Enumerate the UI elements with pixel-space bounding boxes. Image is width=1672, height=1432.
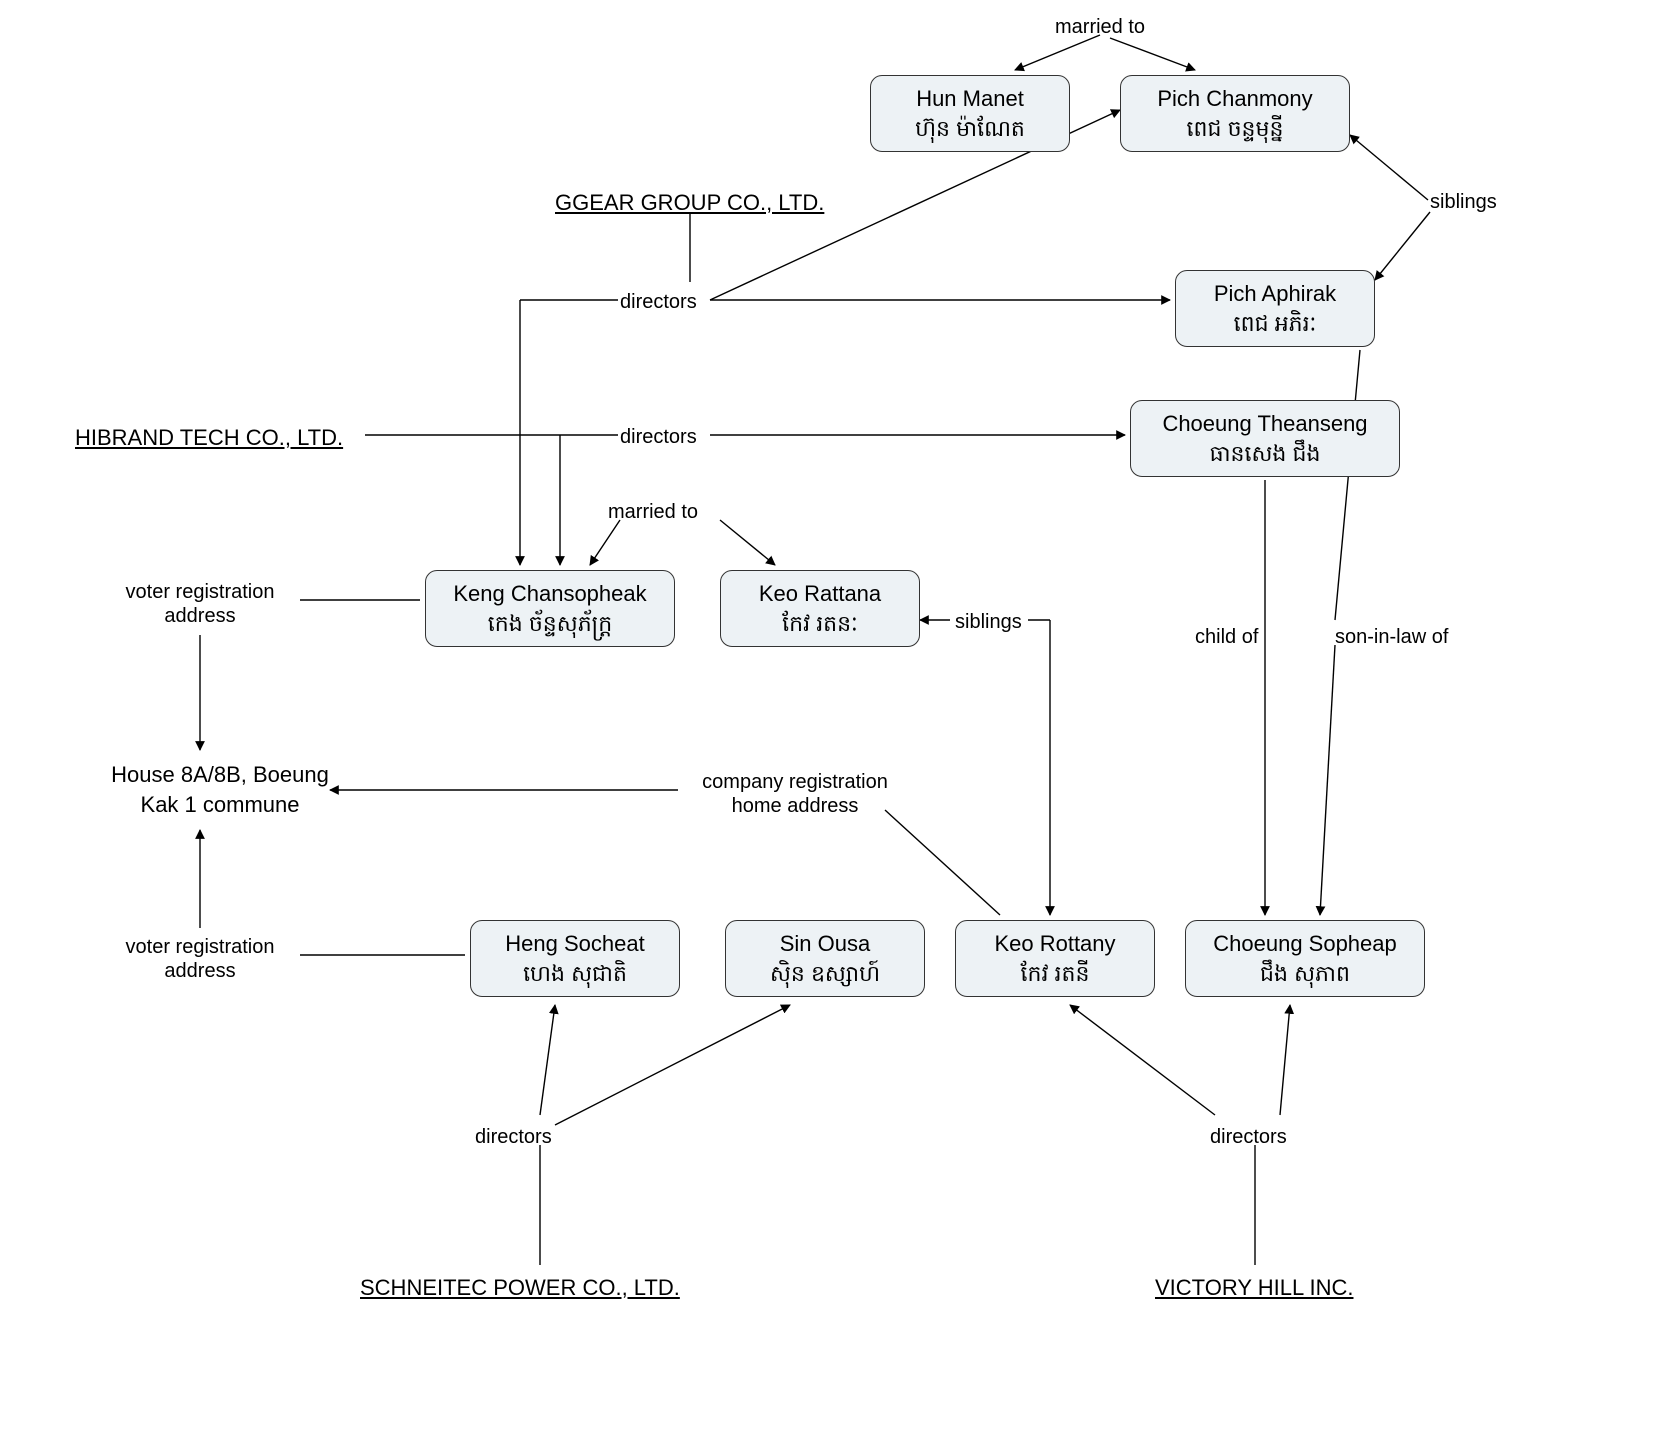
- label-line2: address: [95, 959, 305, 983]
- label-line2: home address: [680, 794, 910, 818]
- person-kh: ជឹង សុភាព: [1204, 959, 1406, 989]
- person-kh: ស៊ិន ឧស្សាហ៍: [744, 959, 906, 989]
- person-kh: កែវ រតនី: [974, 959, 1136, 989]
- edge-layer: [0, 0, 1672, 1432]
- person-kh: កែវ រតនៈ: [739, 609, 901, 639]
- label-line1: company registration: [680, 770, 910, 794]
- label-directors-3: directors: [475, 1125, 552, 1149]
- label-voter-reg-1: voter registration address: [95, 580, 305, 628]
- person-kh: ហេង សុជាតិ: [489, 959, 661, 989]
- label-directors-1: directors: [620, 290, 697, 314]
- person-kh: កេង ច័ន្ទសុភ័ក្រ្ត: [444, 609, 656, 639]
- label-line2: address: [95, 604, 305, 628]
- person-pich-aphirak: Pich Aphirak ពេជ អភិរៈ: [1175, 270, 1375, 347]
- person-choeung-sopheap: Choeung Sopheap ជឹង សុភាព: [1185, 920, 1425, 997]
- person-en: Pich Aphirak: [1194, 279, 1356, 309]
- person-keo-rattana: Keo Rattana កែវ រតនៈ: [720, 570, 920, 647]
- person-kh: ហ៊ុន ម៉ាណែត: [889, 114, 1051, 144]
- label-siblings-2: siblings: [955, 610, 1022, 634]
- person-en: Keo Rottany: [974, 929, 1136, 959]
- address-house-8a8b: House 8A/8B, Boeung Kak 1 commune: [100, 760, 340, 819]
- person-choeung-theanseng: Choeung Theanseng ធានសេង ជឹង: [1130, 400, 1400, 477]
- address-line2: Kak 1 commune: [100, 790, 340, 820]
- label-line1: voter registration: [95, 580, 305, 604]
- person-sin-ousa: Sin Ousa ស៊ិន ឧស្សាហ៍: [725, 920, 925, 997]
- person-heng-socheat: Heng Socheat ហេង សុជាតិ: [470, 920, 680, 997]
- person-en: Sin Ousa: [744, 929, 906, 959]
- person-en: Choeung Theanseng: [1149, 409, 1381, 439]
- person-en: Heng Socheat: [489, 929, 661, 959]
- label-directors-2: directors: [620, 425, 697, 449]
- label-siblings-1: siblings: [1430, 190, 1497, 214]
- label-child-of: child of: [1195, 625, 1258, 649]
- label-line1: voter registration: [95, 935, 305, 959]
- person-en: Hun Manet: [889, 84, 1051, 114]
- label-directors-4: directors: [1210, 1125, 1287, 1149]
- address-line1: House 8A/8B, Boeung: [100, 760, 340, 790]
- person-en: Keo Rattana: [739, 579, 901, 609]
- label-married-to-2: married to: [608, 500, 698, 524]
- person-en: Choeung Sopheap: [1204, 929, 1406, 959]
- person-en: Pich Chanmony: [1139, 84, 1331, 114]
- label-voter-reg-2: voter registration address: [95, 935, 305, 983]
- person-hun-manet: Hun Manet ហ៊ុន ម៉ាណែត: [870, 75, 1070, 152]
- label-company-reg: company registration home address: [680, 770, 910, 818]
- person-kh: ពេជ អភិរៈ: [1194, 309, 1356, 339]
- person-keng-chansopheak: Keng Chansopheak កេង ច័ន្ទសុភ័ក្រ្ត: [425, 570, 675, 647]
- company-victory: VICTORY HILL INC.: [1155, 1275, 1353, 1301]
- person-kh: ធានសេង ជឹង: [1149, 439, 1381, 469]
- label-married-to-1: married to: [1055, 15, 1145, 39]
- company-schneitec: SCHNEITEC POWER CO., LTD.: [360, 1275, 680, 1301]
- person-keo-rottany: Keo Rottany កែវ រតនី: [955, 920, 1155, 997]
- company-ggear: GGEAR GROUP CO., LTD.: [555, 190, 824, 216]
- person-pich-chanmony: Pich Chanmony ពេជ ចន្ទមុន្នី: [1120, 75, 1350, 152]
- person-en: Keng Chansopheak: [444, 579, 656, 609]
- label-son-in-law: son-in-law of: [1335, 625, 1448, 649]
- company-hibrand: HIBRAND TECH CO., LTD.: [75, 425, 343, 451]
- person-kh: ពេជ ចន្ទមុន្នី: [1139, 114, 1331, 144]
